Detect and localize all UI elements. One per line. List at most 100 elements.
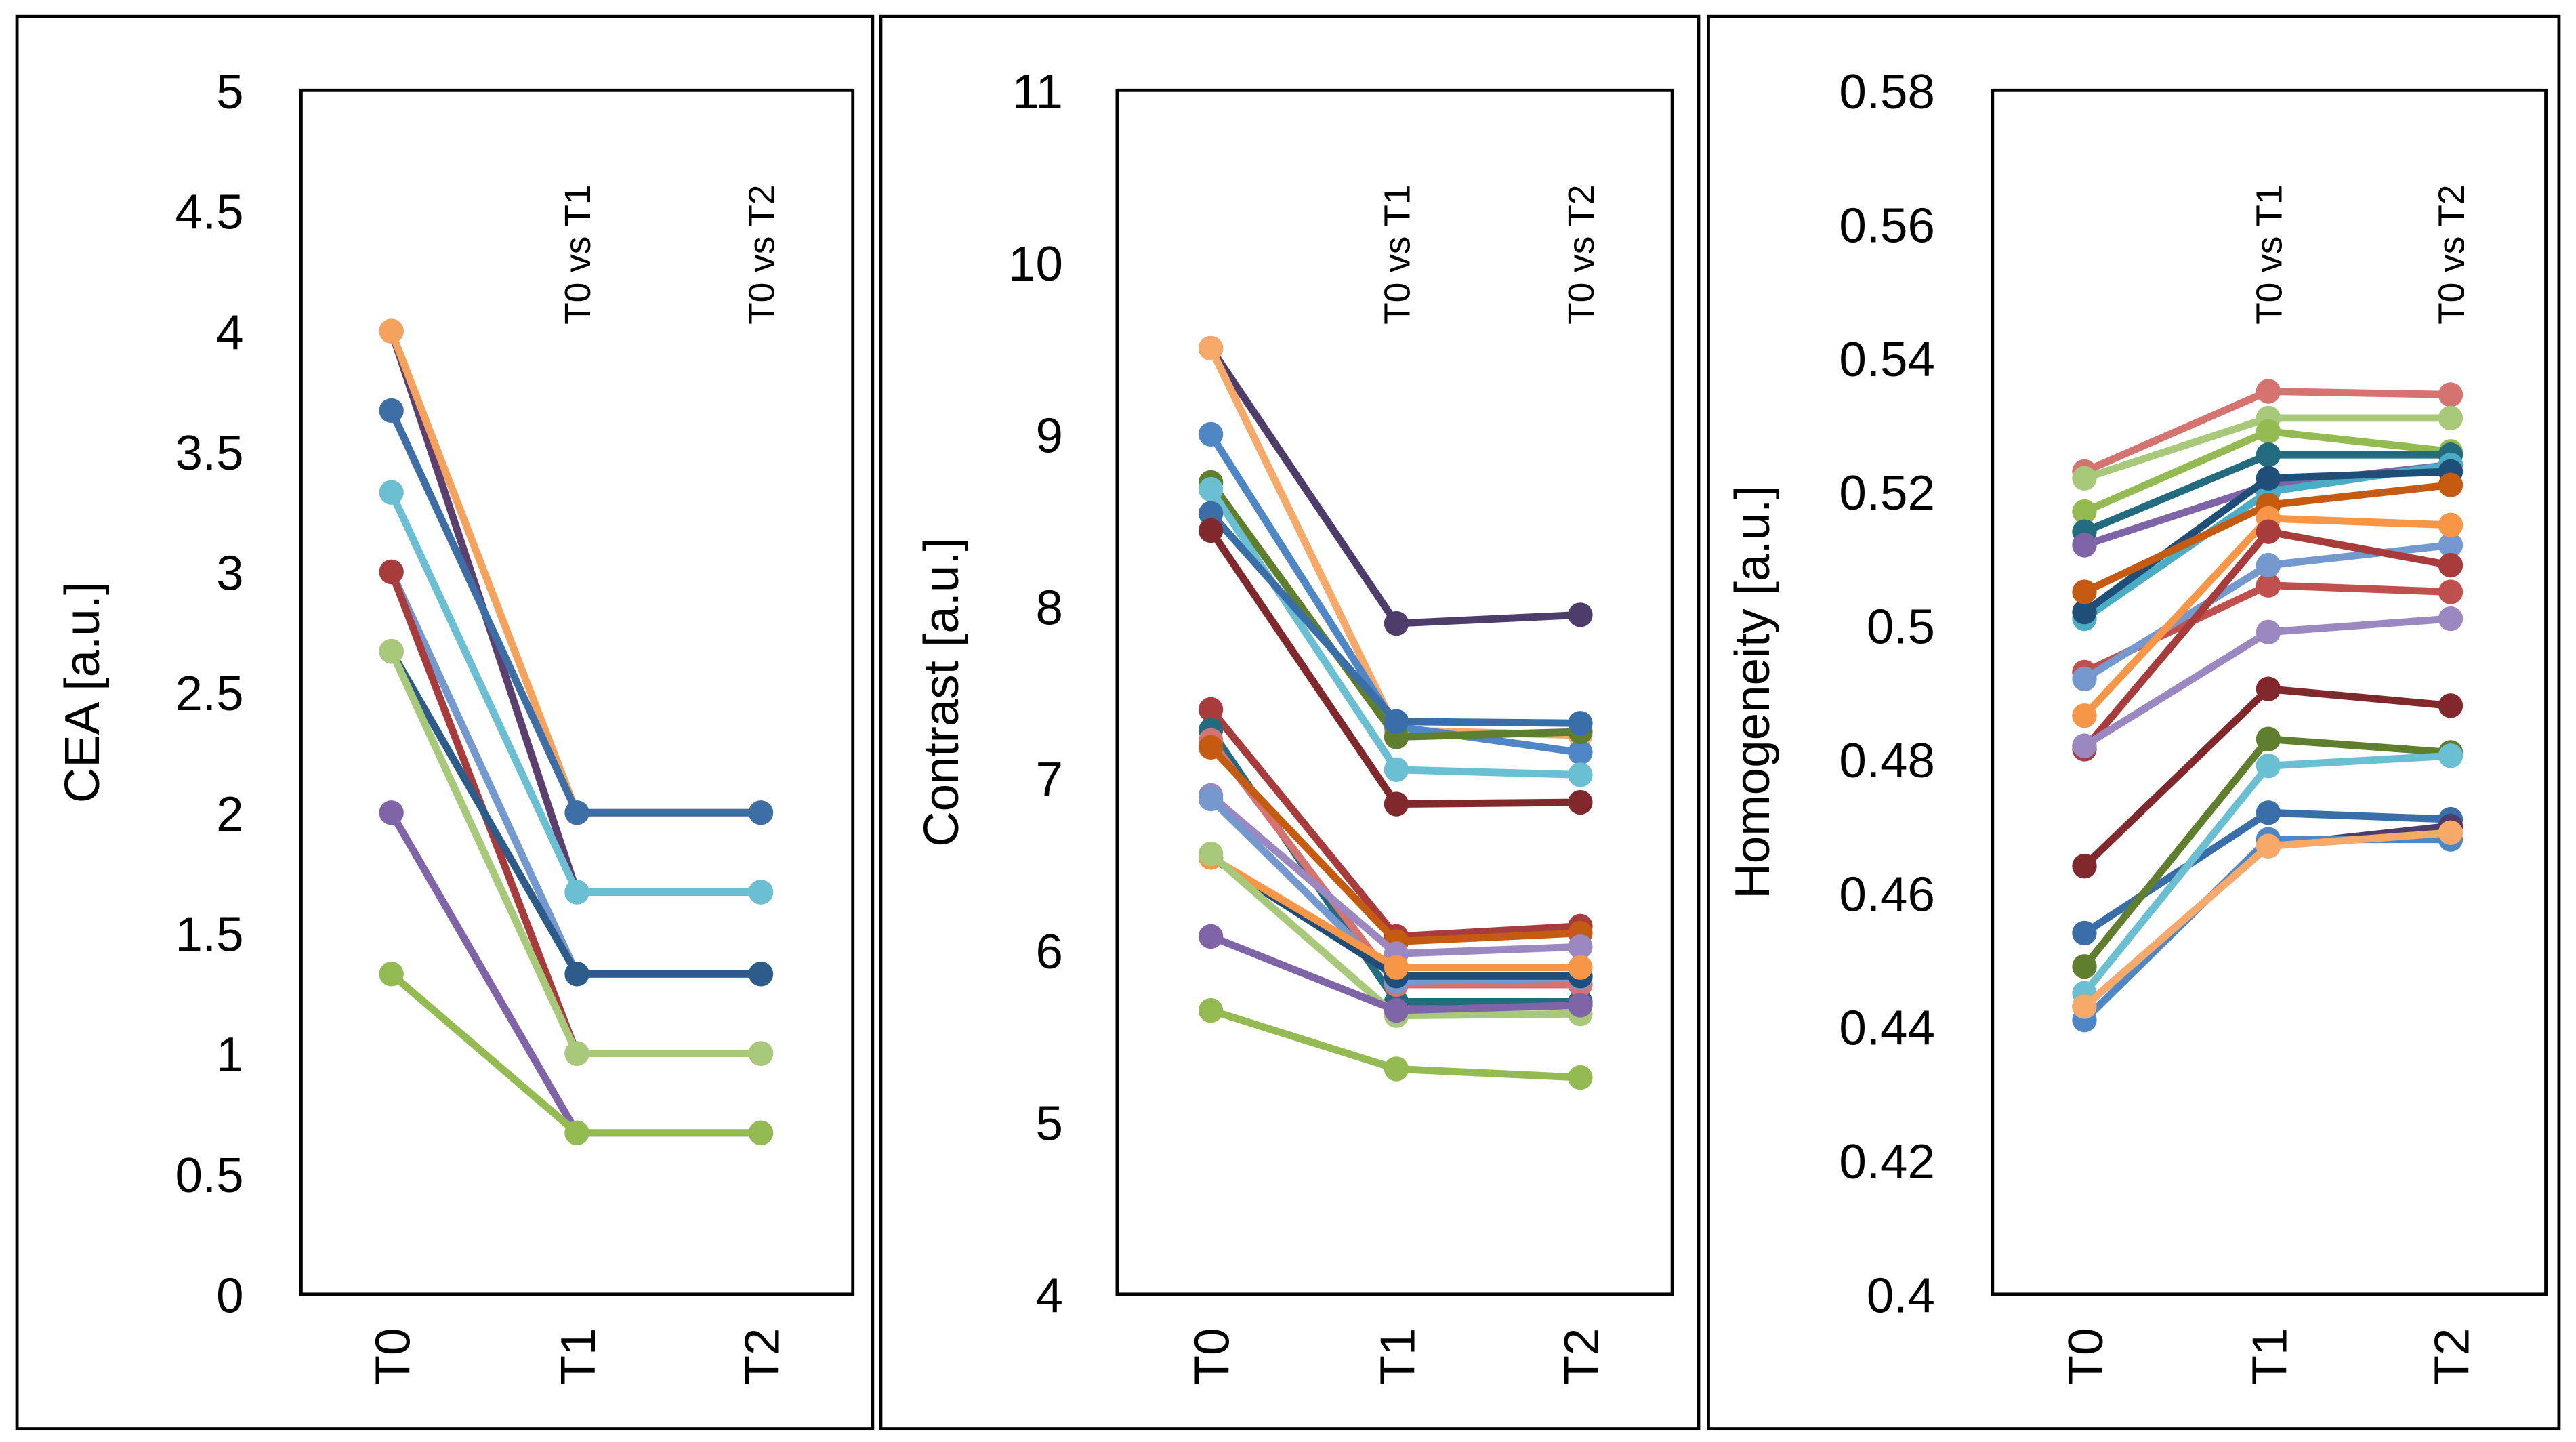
series-s6 [1198, 501, 1593, 736]
x-tick-label: T1 [1371, 1328, 1426, 1386]
x-tick-label: T0 [2058, 1328, 2113, 1386]
y-tick-label: 2.5 [175, 666, 243, 721]
y-tick-label: 4 [216, 305, 243, 360]
y-axis-title: Contrast [a.u.] [914, 537, 969, 847]
data-point [2256, 676, 2281, 701]
data-point [2072, 854, 2097, 879]
x-tick-label: T0 [1185, 1328, 1240, 1386]
data-point [379, 800, 404, 825]
data-point [379, 398, 404, 424]
y-tick-label: 10 [1008, 236, 1063, 291]
series-s17 [2072, 743, 2464, 1006]
data-point [1568, 993, 1593, 1018]
comparison-annotation: T0 vs T1 [2249, 184, 2289, 324]
y-tick-label: 1.5 [175, 907, 243, 962]
data-point [1198, 924, 1224, 949]
x-tick-label: T1 [2243, 1328, 2298, 1386]
data-point [2072, 954, 2097, 979]
y-tick-label: 1 [216, 1027, 243, 1082]
data-point [2438, 533, 2464, 558]
data-point [1568, 762, 1593, 787]
data-point [2438, 472, 2464, 497]
data-point [2256, 726, 2281, 751]
data-point [2072, 733, 2097, 758]
y-tick-label: 0.46 [1839, 867, 1935, 922]
series-s7 [379, 639, 774, 987]
data-point [564, 800, 589, 825]
y-tick-label: 2 [216, 787, 243, 842]
data-point [2438, 552, 2464, 578]
data-point [2438, 405, 2464, 431]
y-tick-label: 4.5 [175, 185, 243, 240]
series-s7 [2072, 459, 2464, 625]
series-s3 [379, 398, 774, 825]
data-point [1198, 997, 1224, 1023]
y-tick-label: 5 [1036, 1096, 1063, 1151]
comparison-annotation: T0 vs T1 [558, 184, 598, 324]
data-point [2256, 800, 2281, 825]
data-point [1198, 786, 1224, 812]
data-point [2072, 599, 2097, 625]
y-tick-label: 0.54 [1839, 332, 1935, 387]
data-point [2072, 533, 2097, 558]
data-point [1198, 518, 1224, 543]
y-tick-label: 5 [216, 64, 243, 119]
series-s13 [2072, 606, 2464, 758]
data-point [2438, 512, 2464, 538]
panel-border [15, 14, 875, 1431]
data-point [1568, 934, 1593, 960]
y-tick-label: 8 [1036, 580, 1063, 635]
y-tick-label: 0.5 [175, 1148, 243, 1203]
data-point [2438, 820, 2464, 846]
data-point [1198, 421, 1224, 447]
y-tick-label: 0.52 [1839, 466, 1935, 520]
data-point [1384, 791, 1409, 817]
data-point [379, 962, 404, 987]
data-point [2438, 606, 2464, 632]
series-s7 [1198, 518, 1593, 817]
series-s14 [2072, 676, 2464, 879]
series-s20 [2072, 820, 2464, 1019]
data-point [2072, 666, 2097, 692]
data-point [1198, 841, 1224, 867]
data-point [748, 1041, 774, 1066]
data-point [2438, 743, 2464, 768]
series-s8 [379, 639, 774, 1066]
data-point [1198, 735, 1224, 760]
data-point [748, 800, 774, 825]
data-point [748, 962, 774, 987]
data-point [2438, 579, 2464, 604]
data-point [2256, 753, 2281, 779]
comparison-annotation: T0 vs T2 [1562, 184, 1602, 324]
series-s4 [379, 480, 774, 905]
data-point [2256, 379, 2281, 404]
data-point [2256, 466, 2281, 491]
data-point [2072, 920, 2097, 946]
data-point [564, 1120, 589, 1145]
data-point [2256, 833, 2281, 859]
data-point [1198, 335, 1224, 361]
data-point [379, 559, 404, 585]
data-point [2256, 419, 2281, 444]
chart-panel-3: 0.4 0.42 0.44 0.46 0.48 0.5 0.52 0.54 0.56 0.58 Ho… [1707, 14, 2561, 1431]
x-tick-label: T2 [1554, 1328, 1609, 1386]
data-point [2256, 573, 2281, 598]
plot-area [299, 88, 855, 1296]
y-axis-title: CEA [a.u.] [55, 581, 110, 803]
data-point [1198, 476, 1224, 502]
series-s11 [2072, 506, 2464, 728]
data-point [1384, 611, 1409, 636]
data-point [1384, 709, 1409, 734]
y-tick-label: 7 [1036, 752, 1063, 807]
comparison-annotation: T0 vs T2 [742, 184, 782, 324]
y-tick-label: 0.4 [1867, 1269, 1935, 1323]
data-point [2072, 703, 2097, 728]
y-tick-label: 0.5 [1867, 600, 1935, 655]
x-tick-label: T1 [551, 1328, 606, 1386]
data-point [379, 480, 404, 505]
data-point [564, 962, 589, 987]
y-tick-label: 0.56 [1839, 198, 1935, 253]
plot-area [1115, 88, 1674, 1296]
